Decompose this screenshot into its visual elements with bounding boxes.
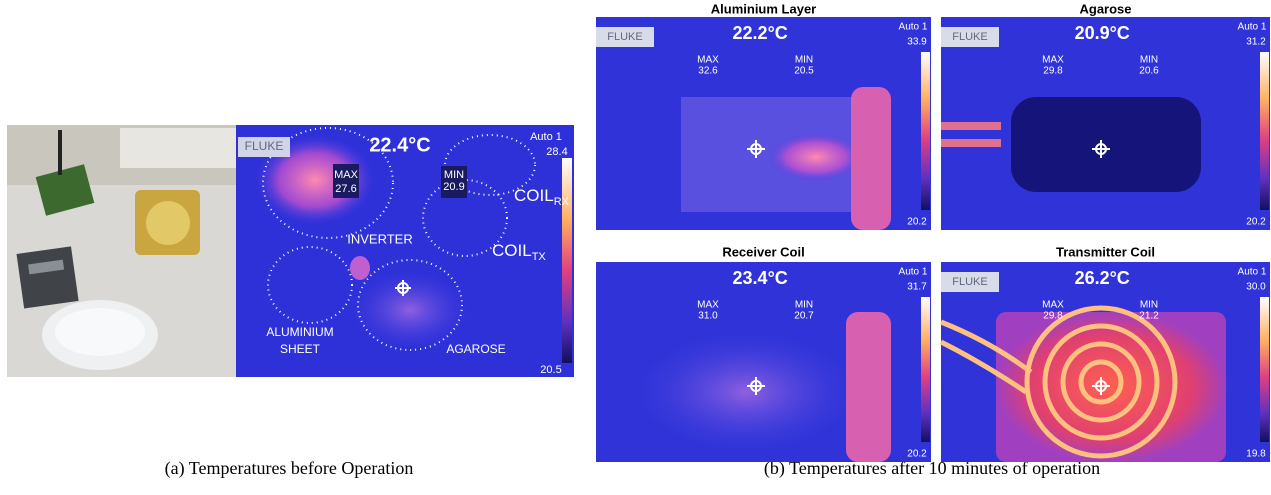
max-value: 31.0 xyxy=(698,311,718,322)
image-title: Receiver Coil xyxy=(722,244,804,259)
scale-bottom: 20.2 xyxy=(907,449,927,460)
scale-bottom: 20.2 xyxy=(1246,217,1266,228)
min-value: 20.9 xyxy=(443,181,464,193)
brand: FLUKE xyxy=(952,31,987,43)
max-label: MAX xyxy=(697,55,719,66)
agarose-block xyxy=(1011,97,1201,192)
aluminium-label: ALUMINIUM xyxy=(266,325,333,339)
mode: Auto 1 xyxy=(530,131,562,143)
max-value: 29.8 xyxy=(1043,311,1063,322)
min-value: 21.2 xyxy=(1139,311,1159,322)
scale-bottom: 19.8 xyxy=(1246,449,1266,460)
min-label: MIN xyxy=(795,55,813,66)
max-label: MAX xyxy=(1042,300,1064,311)
figure: FLUKE 22.4°C Auto 1 28.4 MAX 27.6 MIN 20… xyxy=(0,0,1271,495)
scale-bar xyxy=(1260,52,1269,210)
coil-rx: COIL xyxy=(514,186,554,205)
scale-top: 30.0 xyxy=(1246,282,1266,293)
min-label: MIN xyxy=(1140,55,1158,66)
image-title: Agarose xyxy=(1079,1,1131,16)
scale-bottom: 20.2 xyxy=(907,217,927,228)
scale-top: 33.9 xyxy=(907,37,927,48)
temperature: 20.9°C xyxy=(1075,23,1130,43)
min-label: MIN xyxy=(1140,300,1158,311)
min-label: MIN xyxy=(444,169,464,181)
min-value: 20.7 xyxy=(794,311,814,322)
mode: Auto 1 xyxy=(1238,22,1267,33)
image-title: Aluminium Layer xyxy=(711,1,816,16)
brand: FLUKE xyxy=(245,139,284,153)
min-value: 20.5 xyxy=(794,66,814,77)
max-value: 32.6 xyxy=(698,66,718,77)
max-label: MAX xyxy=(334,169,359,181)
coil-tx-sub: TX xyxy=(532,251,547,263)
thermal-image-b: Aluminium Layer FLUKE 22.2°C Auto 1 33.9 MAX3… xyxy=(596,1,931,230)
temperature: 26.2°C xyxy=(1075,268,1130,288)
scale-top: 31.7 xyxy=(907,282,927,293)
mode: Auto 1 xyxy=(899,22,928,33)
min-label: MIN xyxy=(795,300,813,311)
agarose-label: AGAROSE xyxy=(446,342,505,356)
scale-bottom: 20.5 xyxy=(540,364,561,376)
temperature: 23.4°C xyxy=(733,268,788,288)
max-value: 27.6 xyxy=(335,183,356,195)
max-label: MAX xyxy=(697,300,719,311)
sheet-label: SHEET xyxy=(280,342,321,356)
coil-rx-sub: RX xyxy=(554,196,570,208)
caption-a: (a) Temperatures before Operation xyxy=(165,458,414,479)
temperature: 22.2°C xyxy=(733,23,788,43)
hand xyxy=(851,87,891,230)
brand: FLUKE xyxy=(607,31,642,43)
coil-tx: COIL xyxy=(492,241,532,260)
scale-bar xyxy=(921,297,930,442)
scale-bar xyxy=(1260,297,1269,442)
tube xyxy=(941,139,1001,147)
min-value: 20.6 xyxy=(1139,66,1159,77)
scale-top: 28.4 xyxy=(546,146,567,158)
page: {"figure": { "panel_a": { "caption": "(a… xyxy=(0,0,1271,495)
max-value: 29.8 xyxy=(1043,66,1063,77)
tube xyxy=(941,122,1001,130)
thermal-image-b: Transmitter Coil FLUKE 26.2°C Auto 1 30.0 MAX… xyxy=(941,244,1270,462)
hand xyxy=(846,312,891,462)
setup-photo xyxy=(7,125,236,377)
temperature: 22.4°C xyxy=(369,134,430,156)
inverter-label: INVERTER xyxy=(347,231,413,246)
scale-bar xyxy=(921,52,930,210)
mode: Auto 1 xyxy=(899,267,928,278)
brand: FLUKE xyxy=(952,276,987,288)
image-title: Transmitter Coil xyxy=(1056,244,1155,259)
mode: Auto 1 xyxy=(1238,267,1267,278)
scale-top: 31.2 xyxy=(1246,37,1266,48)
max-label: MAX xyxy=(1042,55,1064,66)
warm-area xyxy=(636,332,856,452)
